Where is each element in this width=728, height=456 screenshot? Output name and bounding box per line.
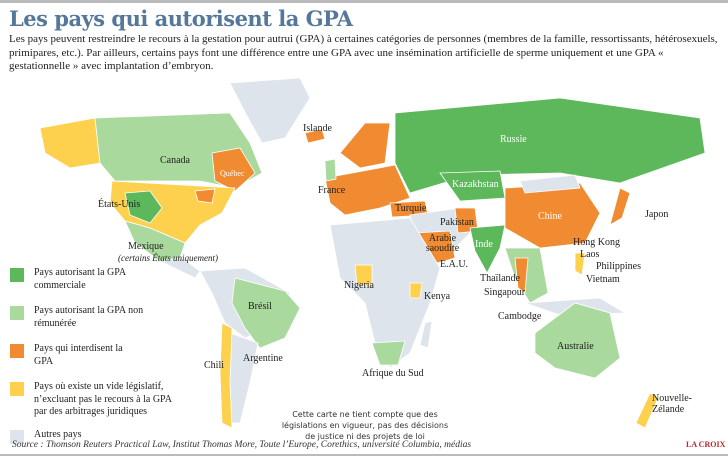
legend-item: Pays où existe un vide législatif, n’exc… bbox=[10, 381, 200, 419]
la-croix-logo: LA CROIX bbox=[686, 440, 726, 449]
label-quebec: Québec bbox=[220, 169, 245, 178]
usa-forbidden bbox=[194, 188, 216, 204]
label-argentine: Argentine bbox=[243, 353, 283, 364]
legend-item: Pays autorisant la GPA commerciale bbox=[10, 267, 200, 292]
label-philippines: Philippines bbox=[596, 261, 642, 272]
label-kazakhstan: Kazakhstan bbox=[452, 179, 499, 190]
label-singapour: Singapour bbox=[484, 287, 526, 298]
label-laos: Laos bbox=[580, 249, 600, 260]
madagascar bbox=[419, 320, 433, 349]
label-canada: Canada bbox=[160, 155, 190, 166]
japon bbox=[609, 187, 631, 226]
world-map bbox=[39, 77, 706, 429]
islande bbox=[304, 128, 326, 144]
legend-item: Autres pays bbox=[10, 429, 200, 444]
greenland bbox=[229, 77, 311, 144]
uk bbox=[324, 158, 337, 182]
legend-swatch bbox=[10, 382, 24, 396]
usa bbox=[109, 180, 236, 244]
legend-swatch bbox=[10, 344, 24, 358]
label-usa: États-Unis bbox=[98, 199, 141, 210]
label-eau: E.A.U. bbox=[440, 259, 469, 270]
label-mexique: Mexique bbox=[128, 241, 164, 252]
africa bbox=[329, 217, 441, 369]
kenya bbox=[409, 282, 423, 299]
legend-swatch bbox=[10, 430, 24, 444]
chine bbox=[504, 182, 601, 249]
argentine bbox=[227, 332, 259, 424]
label-hongkong: Hong Kong bbox=[573, 237, 620, 248]
australie bbox=[534, 302, 621, 379]
chili bbox=[219, 322, 233, 429]
label-japon: Japon bbox=[645, 209, 669, 220]
label-kenya: Kenya bbox=[424, 291, 451, 302]
label-russie: Russie bbox=[500, 134, 527, 145]
bresil bbox=[231, 277, 301, 349]
usa-commercial bbox=[124, 190, 163, 224]
label-islande: Islande bbox=[303, 123, 332, 134]
inde bbox=[469, 224, 506, 274]
label-turquie: Turquie bbox=[395, 203, 427, 214]
legend-item: Pays autorisant la GPA non rémunérée bbox=[10, 305, 200, 330]
mongolia bbox=[519, 174, 581, 194]
label-mexique-note: (certains États uniquement) bbox=[118, 253, 218, 263]
nigeria bbox=[354, 264, 373, 286]
scandinavia bbox=[339, 122, 391, 169]
legend-swatch bbox=[10, 306, 24, 320]
label-pakistan: Pakistan bbox=[440, 217, 474, 228]
alaska bbox=[39, 117, 101, 169]
quebec bbox=[211, 147, 256, 192]
nouvelle-zelande bbox=[635, 392, 659, 429]
legend-swatch bbox=[10, 268, 24, 282]
label-cambodge: Cambodge bbox=[498, 311, 542, 322]
label-vietnam: Vietnam bbox=[586, 274, 620, 285]
source: Source : Thomson Reuters Practical Law, … bbox=[12, 440, 472, 450]
label-inde: Inde bbox=[475, 239, 493, 250]
russie bbox=[394, 97, 706, 194]
label-bresil: Brésil bbox=[248, 301, 272, 312]
label-chine: Chine bbox=[538, 211, 562, 222]
legend-item: Pays qui interdisent la GPA bbox=[10, 343, 200, 368]
map-note: Cette carte ne tient compte que des légi… bbox=[281, 410, 449, 441]
label-france: France bbox=[318, 185, 346, 196]
thailande bbox=[514, 257, 529, 294]
label-arabie: Arabie saoudite bbox=[425, 233, 460, 254]
philippines bbox=[574, 252, 586, 276]
label-thailande: Thaïlande bbox=[480, 273, 520, 284]
label-nz: Nouvelle-Zélande bbox=[652, 393, 692, 415]
label-nigeria: Nigeria bbox=[344, 280, 374, 291]
afrique-du-sud bbox=[371, 340, 406, 366]
label-australie: Australie bbox=[557, 341, 594, 352]
label-afrique-du-sud: Afrique du Sud bbox=[362, 368, 424, 379]
label-chili: Chili bbox=[204, 360, 225, 371]
page-title: Les pays qui autorisent la GPA bbox=[9, 6, 353, 31]
europe bbox=[324, 164, 411, 216]
intro-text: Les pays peuvent restreindre le recours … bbox=[9, 33, 718, 72]
